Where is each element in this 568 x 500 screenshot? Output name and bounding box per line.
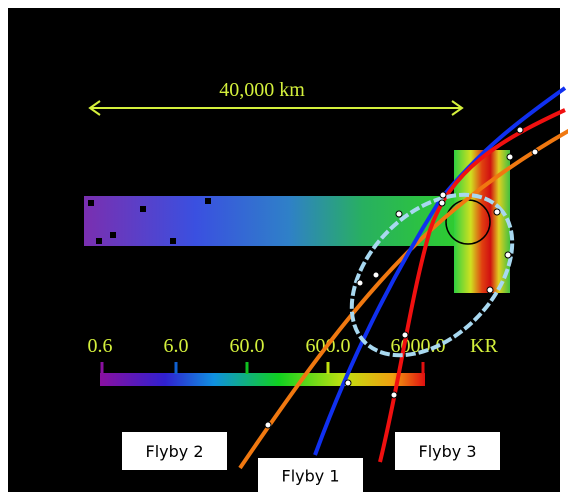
colorbar-label: 60.0 xyxy=(230,335,265,357)
flyby-label: Flyby 1 xyxy=(281,467,339,486)
colorbar xyxy=(100,373,425,386)
flyby-label: Flyby 3 xyxy=(418,442,476,461)
page: 40,000 km 0.66.060.0600.06000.0 KR Flyby… xyxy=(0,0,568,500)
emission-strip xyxy=(84,196,456,246)
colorbar-unit: KR xyxy=(470,335,498,357)
colorbar-label: 6.0 xyxy=(164,335,189,357)
scale-label: 40,000 km xyxy=(219,79,305,101)
figure: 40,000 km 0.66.060.0600.06000.0 KR Flyby… xyxy=(0,0,568,500)
flyby-label: Flyby 2 xyxy=(145,442,203,461)
colorbar-label: 0.6 xyxy=(88,335,113,357)
